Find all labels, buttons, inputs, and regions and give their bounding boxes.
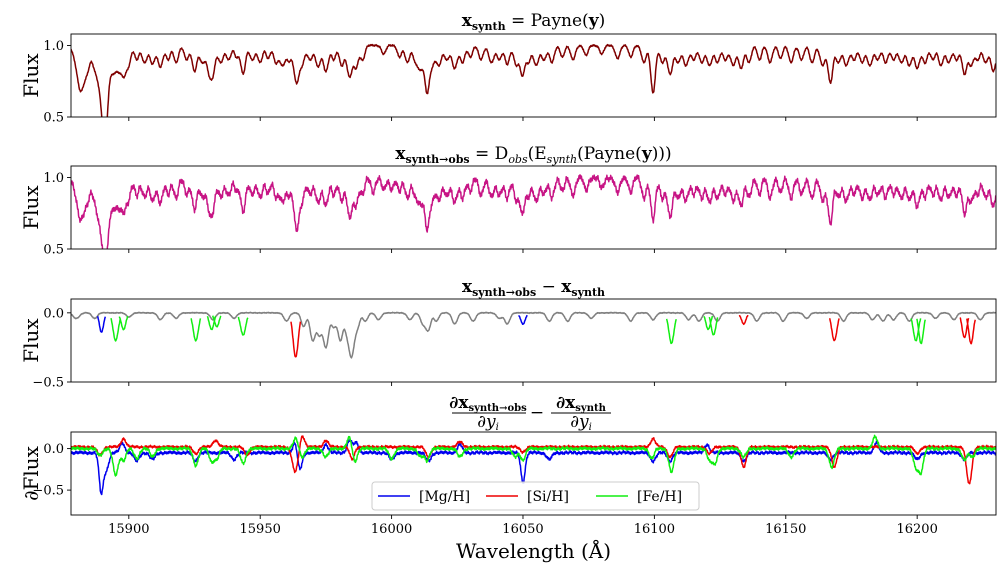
y-axis-label: ∂Flux — [19, 445, 43, 500]
y-tick-label: 0.5 — [43, 243, 64, 258]
x-tick-label: 15900 — [108, 522, 149, 537]
series-line-feh — [110, 315, 927, 345]
y-tick-label: 1.0 — [43, 171, 64, 186]
panel-title: ∂xsynth→obs∂yi− ∂xsynth∂yi — [449, 393, 611, 433]
axes-frame — [70, 298, 997, 383]
y-tick-label: 0.0 — [43, 442, 64, 457]
svg-text:∂yi: ∂yi — [570, 412, 592, 433]
axes-frame — [70, 431, 997, 516]
x-tick-label: 15950 — [240, 522, 281, 537]
y-tick-label: −0.5 — [32, 376, 64, 391]
legend-entry-label: [Mg/H] — [419, 489, 470, 505]
panel-4: −0.5 0.0 15900 15950 16000 16050 16100 16150 162… — [19, 393, 997, 563]
series-line-main — [71, 311, 996, 359]
series-line-mgh — [96, 314, 528, 333]
y-axis-label: Flux — [19, 318, 43, 363]
x-tick-label: 16200 — [896, 522, 937, 537]
panel-title: xsynth = Payne(y) — [462, 11, 605, 33]
svg-text:∂xsynth→obs: ∂xsynth→obs — [449, 393, 527, 414]
y-tick-label: 1.0 — [43, 39, 64, 54]
legend: [Mg/H] [Si/H] [Fe/H] — [371, 481, 700, 511]
svg-text:∂yi: ∂yi — [477, 412, 499, 433]
series-line-main — [71, 174, 996, 249]
legend-entry-label: [Fe/H] — [637, 489, 682, 505]
svg-text:−: − — [530, 403, 544, 423]
axes-frame — [70, 33, 997, 118]
panel-title: xsynth→obs = Dobs(Esynth(Payne(y))) — [395, 144, 671, 166]
y-tick-label: 0.5 — [43, 111, 64, 126]
y-axis-label: Flux — [19, 185, 43, 230]
series-line-main — [71, 43, 996, 117]
svg-text:∂xsynth: ∂xsynth — [556, 393, 607, 414]
x-tick-label: 16000 — [371, 522, 412, 537]
x-tick-label: 16050 — [502, 522, 543, 537]
x-axis-label: Wavelength (Å) — [456, 538, 611, 563]
y-axis-label: Flux — [19, 53, 43, 98]
panel-title: xsynth→obs − xsynth — [462, 277, 605, 299]
legend-entry-label: [Si/H] — [527, 489, 569, 505]
series-line-mgh — [71, 438, 996, 496]
y-tick-label: 0.0 — [43, 306, 64, 321]
x-tick-label: 16100 — [634, 522, 675, 537]
series-line-feh — [71, 434, 996, 477]
x-tick-label: 16150 — [765, 522, 806, 537]
axes-frame — [70, 165, 997, 250]
y-tick-label: −0.5 — [32, 484, 64, 499]
series-line-sih — [290, 314, 976, 358]
